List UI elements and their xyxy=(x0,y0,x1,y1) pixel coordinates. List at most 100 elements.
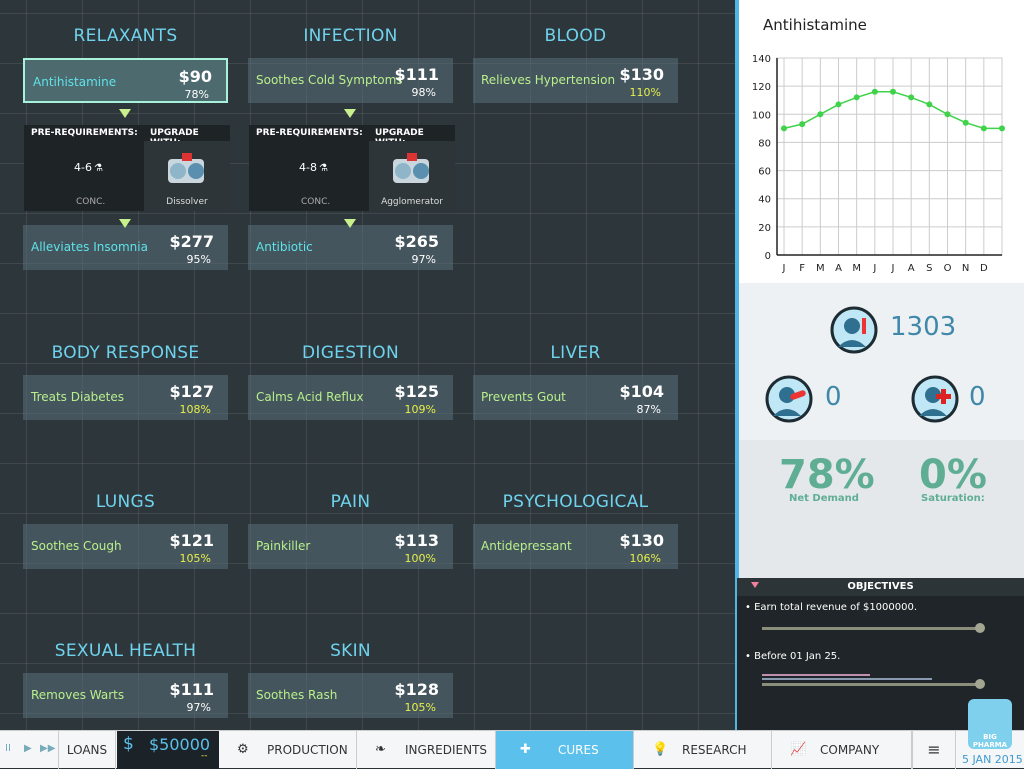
loans-tab[interactable]: LOANS xyxy=(58,731,116,769)
date: 5 JAN 2015 xyxy=(962,753,1023,766)
tab-label: CURES xyxy=(558,743,599,757)
demand-point xyxy=(908,94,915,101)
machine-part xyxy=(395,163,411,179)
x-tick-label: O xyxy=(944,263,952,274)
cure-card[interactable]: Treats Diabetes $127 108% xyxy=(23,375,228,420)
treated-count: 0 xyxy=(969,382,986,412)
concentration: 4-6 ⚗ xyxy=(74,161,103,174)
category-title: LIVER xyxy=(550,343,601,363)
y-tick-label: 80 xyxy=(758,138,771,149)
cure-percent: 87% xyxy=(636,403,661,416)
category-title: RELAXANTS xyxy=(73,26,178,46)
saturation: 0% xyxy=(919,452,987,498)
fast-button[interactable]: ▶▶ xyxy=(40,743,56,754)
cure-percent: 105% xyxy=(179,552,211,565)
chart-title: Antihistamine xyxy=(763,16,867,34)
cure-card[interactable]: Prevents Gout $104 87% xyxy=(473,375,678,420)
cure-name: Soothes Rash xyxy=(256,688,338,702)
category-title: BLOOD xyxy=(544,26,607,46)
collapse-arrow[interactable] xyxy=(751,582,759,588)
upgrade-panel: PRE-REQUIREMENTS:UPGRADE WITH:4-6⚗CONC.D… xyxy=(24,125,230,211)
demand-point xyxy=(853,94,860,101)
net-demand-label: Net Demand xyxy=(789,493,859,504)
cure-percent: 109% xyxy=(404,403,436,416)
cure-card[interactable]: Antidepressant $130 106% xyxy=(473,524,678,569)
concentration: 4-8 ⚗ xyxy=(299,161,328,174)
machine-name: Agglomerator xyxy=(381,197,443,207)
tab-label: COMPANY xyxy=(820,743,880,757)
cure-name: Painkiller xyxy=(256,539,311,553)
tab-icon: ❧ xyxy=(375,742,386,757)
cure-card[interactable]: Calms Acid Reflux $125 109% xyxy=(248,375,453,420)
x-tick-label: N xyxy=(962,263,969,274)
saturation-label: Saturation: xyxy=(921,493,985,504)
y-tick-label: 60 xyxy=(758,167,771,178)
cure-percent: 100% xyxy=(404,552,436,565)
arrow xyxy=(344,219,356,228)
objective: • Before 01 Jan 25. xyxy=(745,651,841,662)
progress-knob xyxy=(975,679,985,689)
category-title: SEXUAL HEALTH xyxy=(54,641,197,661)
x-tick-label: M xyxy=(852,263,861,274)
tab-label: RESEARCH xyxy=(682,743,747,757)
arrow xyxy=(344,109,356,118)
demand-point xyxy=(999,125,1005,132)
nav-tab[interactable]: 📈 COMPANY xyxy=(772,731,912,769)
side-effects-icon xyxy=(765,375,813,423)
machine-icon xyxy=(168,153,204,183)
nav-tab[interactable]: ❧ INGREDIENTS xyxy=(357,731,496,769)
cure-percent: 105% xyxy=(404,701,436,714)
cure-card[interactable]: Painkiller $113 100% xyxy=(248,524,453,569)
category-title: INFECTION xyxy=(303,26,398,46)
upgrade-panel: PRE-REQUIREMENTS:UPGRADE WITH:4-8⚗CONC.A… xyxy=(249,125,455,211)
tab-icon: ⚙ xyxy=(237,742,249,757)
cure-percent: 110% xyxy=(629,86,661,99)
x-tick-label: D xyxy=(980,263,988,274)
arrow xyxy=(119,109,131,118)
category-title: DIGESTION xyxy=(301,343,399,363)
x-tick-label: S xyxy=(926,263,932,274)
cure-price: $265 xyxy=(394,232,439,251)
flask-icon: ⚗ xyxy=(93,163,103,174)
requirements-label: PRE-REQUIREMENTS: xyxy=(256,128,363,138)
cure-card[interactable]: Soothes Cold Symptoms $111 98% xyxy=(248,58,453,103)
machine-part xyxy=(170,163,186,179)
cure-price: $127 xyxy=(169,382,214,401)
flask-icon: ⚗ xyxy=(318,163,328,174)
objective-text: Earn total revenue of $1000000. xyxy=(754,602,918,613)
concentration-label: CONC. xyxy=(301,197,331,207)
nav-tab[interactable]: 💡 RESEARCH xyxy=(634,731,772,769)
cure-card[interactable]: Antibiotic $265 97% xyxy=(248,225,453,270)
pause-button[interactable]: II xyxy=(5,743,11,754)
cure-percent: 97% xyxy=(411,253,436,266)
x-tick-label: A xyxy=(908,263,915,274)
progress-bar xyxy=(762,627,980,630)
cure-name: Calms Acid Reflux xyxy=(256,390,364,404)
machine-part xyxy=(188,163,204,179)
nav-tab[interactable]: ✚ CURES xyxy=(496,731,634,769)
cure-price: $125 xyxy=(394,382,439,401)
cure-name: Soothes Cold Symptoms xyxy=(256,73,403,87)
cure-card[interactable]: Alleviates Insomnia $277 95% xyxy=(23,225,228,270)
x-tick-label: A xyxy=(835,263,842,274)
cure-card[interactable]: Antihistamine $90 78% xyxy=(23,58,228,103)
cure-card[interactable]: Relieves Hypertension $130 110% xyxy=(473,58,678,103)
cure-price: $277 xyxy=(169,232,214,251)
play-button[interactable]: ▶ xyxy=(24,743,32,754)
x-tick-label: M xyxy=(816,263,825,274)
demand-chart: Antihistamine J F M A M J J A S O N D02040608010012… xyxy=(739,0,1024,283)
menu-button[interactable]: ≡ xyxy=(912,731,956,769)
treated-icon xyxy=(911,375,959,423)
cure-card[interactable]: Soothes Rash $128 105% xyxy=(248,673,453,718)
cure-price: $130 xyxy=(619,65,664,84)
y-tick-label: 140 xyxy=(752,54,771,65)
category-title: PSYCHOLOGICAL xyxy=(502,492,649,512)
cure-card[interactable]: Removes Warts $111 97% xyxy=(23,673,228,718)
concentration-value: 4-8 xyxy=(299,161,317,174)
cure-price: $113 xyxy=(394,531,439,550)
cure-card[interactable]: Soothes Cough $121 105% xyxy=(23,524,228,569)
nav-tab[interactable]: ⚙ PRODUCTION xyxy=(219,731,357,769)
category-title: LUNGS xyxy=(95,492,156,512)
cure-price: $128 xyxy=(394,680,439,699)
